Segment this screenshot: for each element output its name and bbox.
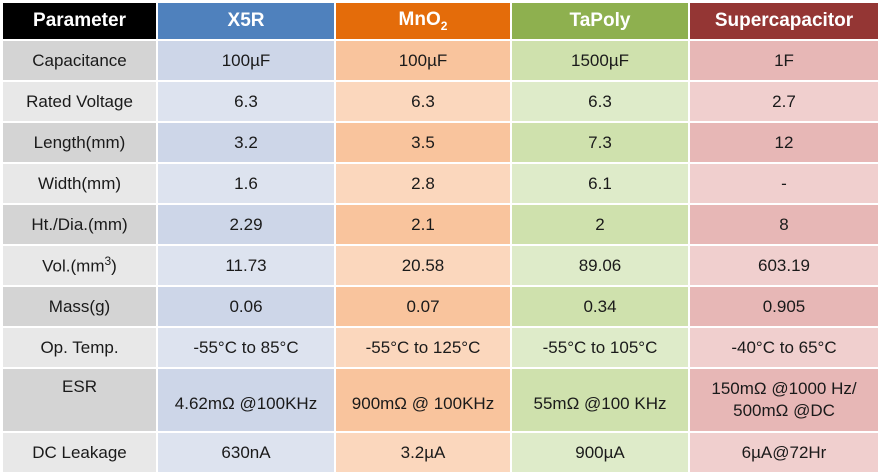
cell-mno2: 100µF [336,41,510,80]
table-row: Width(mm) 1.6 2.8 6.1 - [3,164,878,203]
row-label: Mass(g) [3,287,156,326]
cell-x5r: -55°C to 85°C [158,328,334,367]
row-label-end: ) [111,256,117,276]
cell-tapoly: 1500µF [512,41,688,80]
table-row: Rated Voltage 6.3 6.3 6.3 2.7 [3,82,878,121]
table-row: Vol.(mm3) 11.73 20.58 89.06 603.19 [3,246,878,285]
row-label: Width(mm) [3,164,156,203]
cell-supercapacitor: 6µA@72Hr [690,433,878,472]
cell-x5r: 6.3 [158,82,334,121]
cell-tapoly: 6.1 [512,164,688,203]
cell-supercapacitor: 150mΩ @1000 Hz/500mΩ @DC [690,369,878,431]
row-label-base: Vol.(mm [42,256,105,276]
cell-supercapacitor: 8 [690,205,878,244]
cell-x5r: 100µF [158,41,334,80]
cell-mno2: -55°C to 125°C [336,328,510,367]
row-label: Vol.(mm3) [3,246,156,285]
table-row: Ht./Dia.(mm) 2.29 2.1 2 8 [3,205,878,244]
cell-x5r: 2.29 [158,205,334,244]
cell-tapoly: 2 [512,205,688,244]
cell-mno2: 0.07 [336,287,510,326]
table-row: Mass(g) 0.06 0.07 0.34 0.905 [3,287,878,326]
row-label: Rated Voltage [3,82,156,121]
cell-mno2: 2.8 [336,164,510,203]
cell-supercapacitor: 2.7 [690,82,878,121]
row-label: Capacitance [3,41,156,80]
header-supercapacitor: Supercapacitor [690,3,878,39]
table-row: DC Leakage 630nA 3.2µA 900µA 6µA@72Hr [3,433,878,472]
table-row: Capacitance 100µF 100µF 1500µF 1F [3,41,878,80]
row-label: DC Leakage [3,433,156,472]
cell-tapoly: 55mΩ @100 KHz [512,369,688,431]
header-mno2-subscript: 2 [440,18,448,33]
header-parameter: Parameter [3,3,156,39]
cell-mno2: 900mΩ @ 100KHz [336,369,510,431]
cell-tapoly: 900µA [512,433,688,472]
row-label: Ht./Dia.(mm) [3,205,156,244]
cell-supercapacitor: 1F [690,41,878,80]
header-mno2: MnO2 [336,3,510,39]
cell-x5r: 1.6 [158,164,334,203]
cell-x5r: 4.62mΩ @100KHz [158,369,334,431]
cell-x5r: 3.2 [158,123,334,162]
cell-tapoly: -55°C to 105°C [512,328,688,367]
row-label-superscript: 3 [104,254,112,269]
header-row: Parameter X5R MnO2 TaPoly Supercapacitor [3,3,878,39]
cell-supercapacitor: 603.19 [690,246,878,285]
cell-tapoly: 0.34 [512,287,688,326]
header-tapoly: TaPoly [512,3,688,39]
row-label: Op. Temp. [3,328,156,367]
cell-mno2: 3.5 [336,123,510,162]
header-x5r: X5R [158,3,334,39]
cell-tapoly: 6.3 [512,82,688,121]
cell-x5r: 0.06 [158,287,334,326]
cell-mno2: 2.1 [336,205,510,244]
cell-mno2: 20.58 [336,246,510,285]
row-label: ESR [3,369,156,431]
cell-mno2: 6.3 [336,82,510,121]
row-label: Length(mm) [3,123,156,162]
cell-line: 150mΩ @1000 Hz/ [711,379,857,398]
table-row: Length(mm) 3.2 3.5 7.3 12 [3,123,878,162]
cell-supercapacitor: -40°C to 65°C [690,328,878,367]
cell-supercapacitor: 12 [690,123,878,162]
cell-line: 500mΩ @DC [733,401,835,420]
table-row: Op. Temp. -55°C to 85°C -55°C to 125°C -… [3,328,878,367]
cell-tapoly: 89.06 [512,246,688,285]
cell-mno2: 3.2µA [336,433,510,472]
cell-supercapacitor: 0.905 [690,287,878,326]
header-mno2-base: MnO [398,9,441,31]
cell-supercapacitor: - [690,164,878,203]
cell-x5r: 630nA [158,433,334,472]
cell-x5r: 11.73 [158,246,334,285]
cell-tapoly: 7.3 [512,123,688,162]
table-row: ESR 4.62mΩ @100KHz 900mΩ @ 100KHz 55mΩ @… [3,369,878,431]
